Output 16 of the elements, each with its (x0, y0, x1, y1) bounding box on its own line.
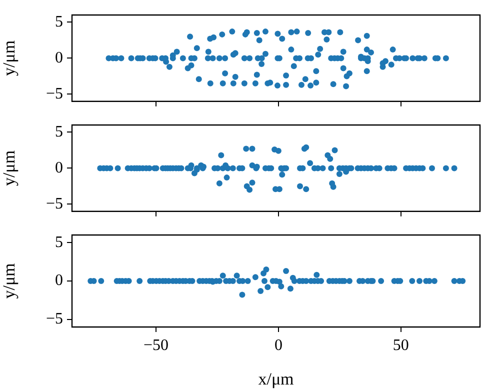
y-tick-label: −5 (46, 310, 63, 328)
x-tick-label: 0 (274, 336, 282, 354)
y-tick-label: −5 (46, 85, 63, 102)
y-tick-label: −5 (46, 195, 63, 212)
y-tick-label: 5 (55, 234, 63, 251)
y-tick-label: 0 (55, 272, 63, 290)
x-tick-label: −50 (143, 336, 169, 354)
x-axis-title: x/μm (258, 369, 294, 388)
y-tick-label: 0 (55, 49, 63, 66)
y-tick-label: 5 (55, 123, 63, 140)
x-tick-label: 50 (392, 336, 409, 354)
y-tick-label: 5 (55, 13, 63, 30)
y-axis-title: y/μm (0, 263, 19, 299)
y-axis-title: y/μm (0, 40, 19, 76)
y-axis-title: y/μm (0, 150, 19, 186)
y-tick-label: 0 (55, 159, 63, 176)
